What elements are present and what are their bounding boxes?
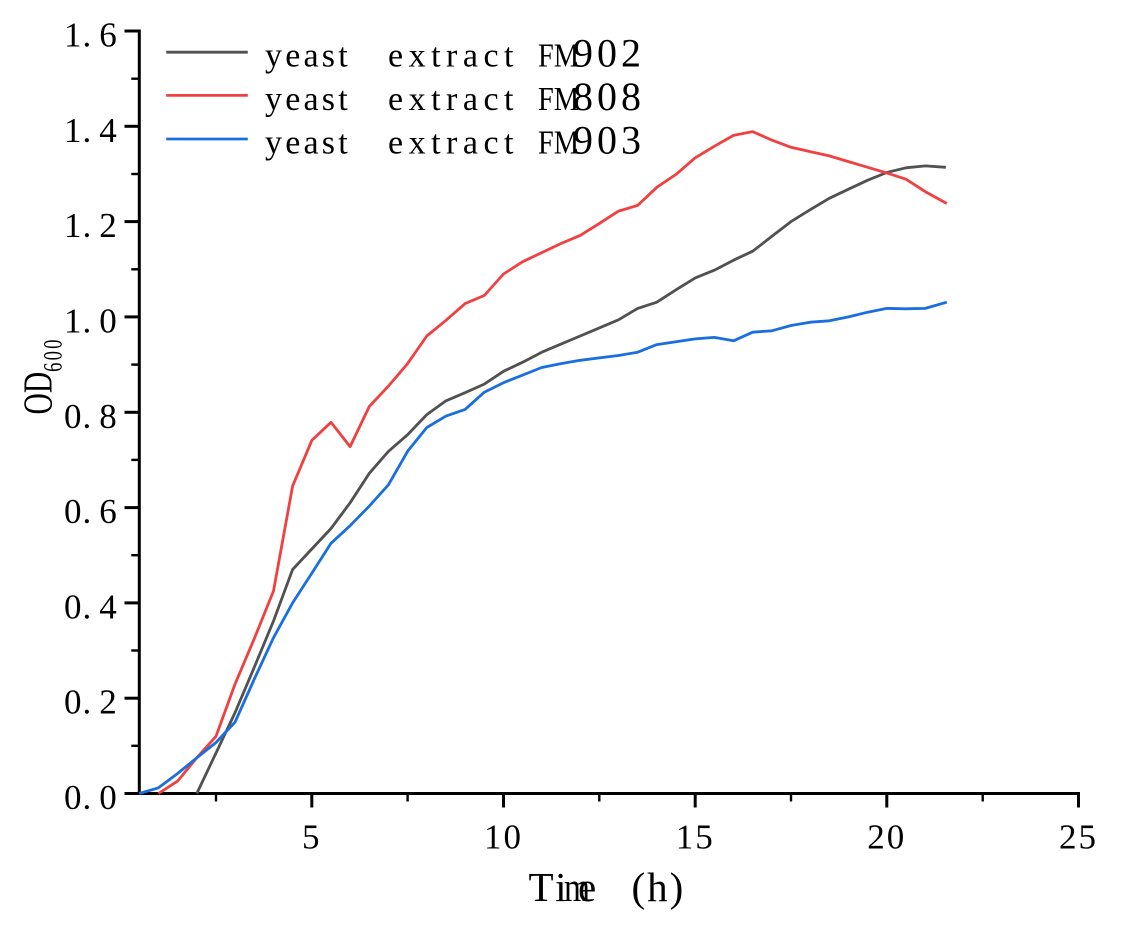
svg-text:20: 20 (867, 818, 906, 857)
svg-text:10: 10 (484, 818, 523, 857)
svg-text:0.6: 0. 6 (64, 492, 117, 531)
svg-text:0.4: 0. 4 (64, 587, 117, 626)
svg-text:Time(h): Time (h) (529, 864, 686, 910)
svg-text:1.2: 1. 2 (64, 206, 117, 245)
svg-text:0.2: 0. 2 (64, 683, 117, 722)
svg-text:15: 15 (676, 818, 715, 857)
svg-text:1.0: 1. 0 (64, 301, 117, 340)
svg-text:0.0: 0. 0 (64, 778, 117, 817)
svg-text:1.4: 1. 4 (64, 111, 117, 150)
svg-text:0.8: 0. 8 (64, 397, 117, 436)
svg-text:25: 25 (1059, 818, 1098, 857)
svg-text:1.6: 1. 6 (64, 16, 117, 55)
svg-text:5: 5 (302, 818, 322, 857)
